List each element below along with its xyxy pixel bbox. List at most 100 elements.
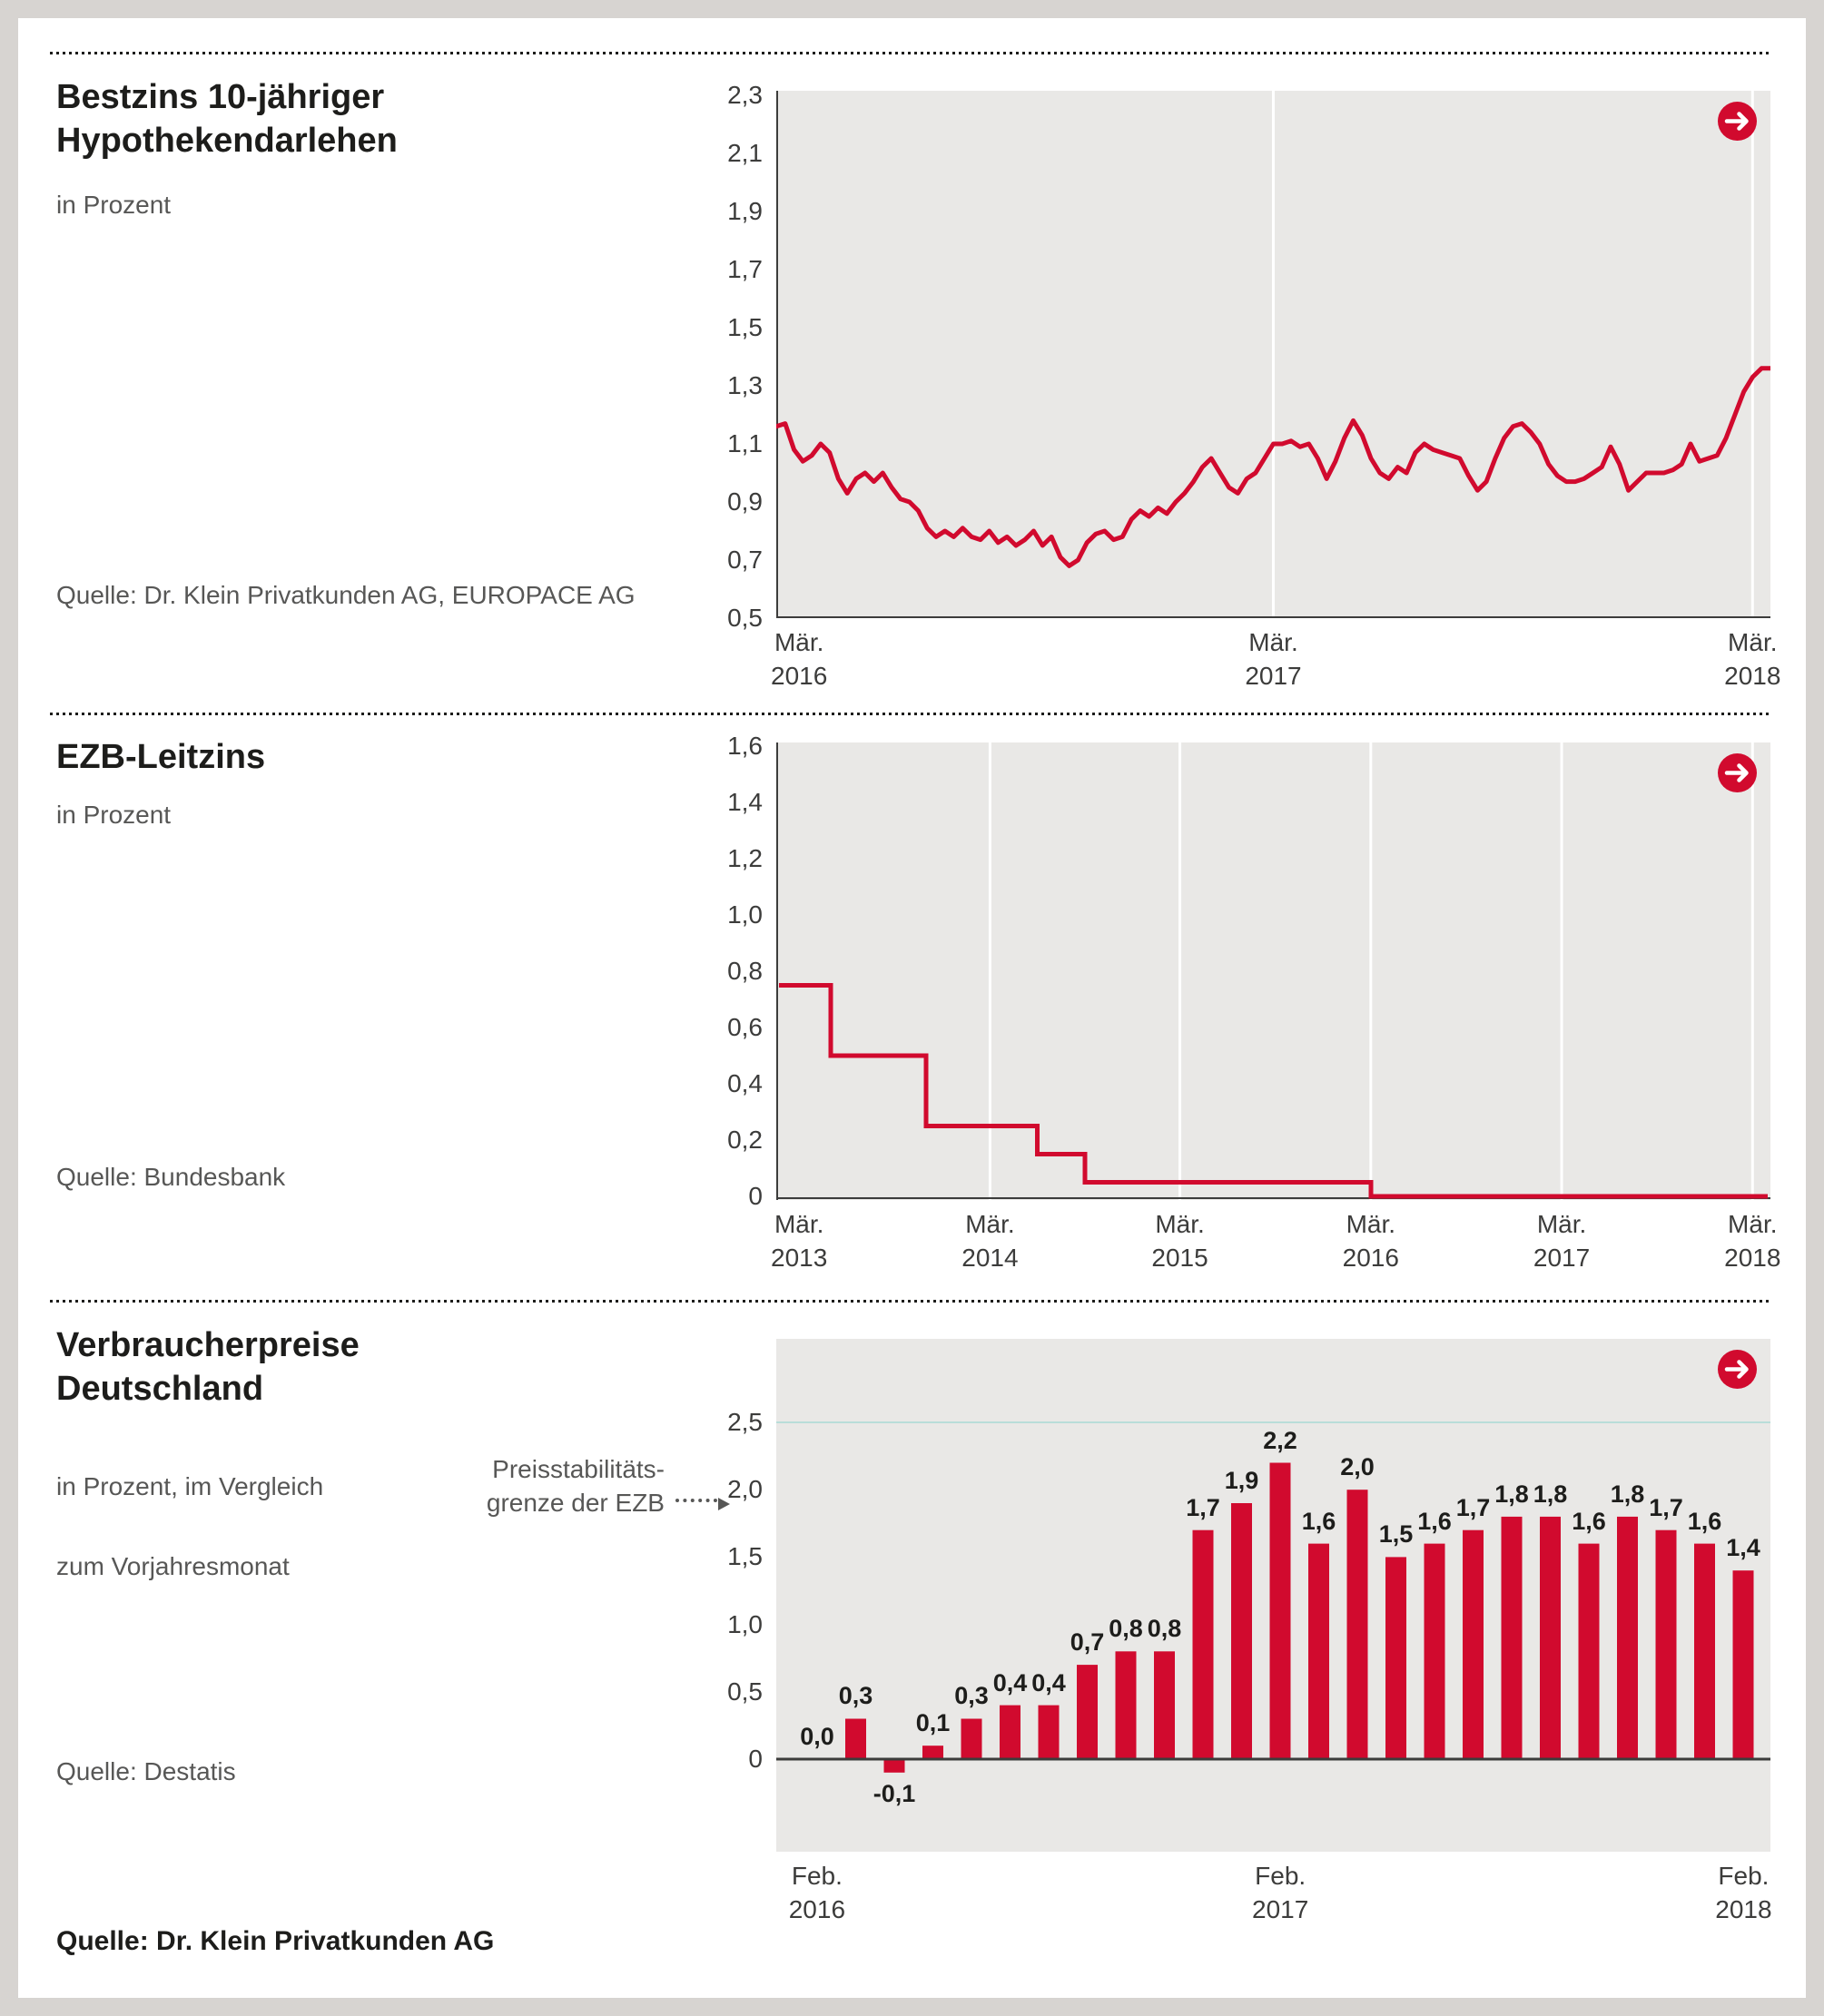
separator-dotted-line <box>50 713 1772 715</box>
bar-value-label: 1,6 <box>1417 1508 1452 1535</box>
inflation-bar <box>1000 1705 1020 1759</box>
x-axis-tick-label: Mär. 2014 <box>917 1207 1062 1274</box>
y-axis-tick-label: 1,0 <box>727 900 763 929</box>
x-axis-tick-text: Feb. <box>791 1862 843 1890</box>
y-axis-tick-label: 1,4 <box>727 788 763 816</box>
x-axis-tick-text: 2017 <box>1245 662 1302 690</box>
bar-value-label: 0,0 <box>800 1723 834 1750</box>
y-axis-tick-label: 1,2 <box>727 844 763 872</box>
bar-value-label: 1,8 <box>1494 1480 1529 1508</box>
chart3-source: Quelle: Destatis <box>56 1757 236 1785</box>
footer-source: Quelle: Dr. Klein Privatkunden AG <box>56 1926 495 1956</box>
inflation-bar <box>1732 1570 1754 1759</box>
inflation-bar <box>1463 1529 1484 1759</box>
arrow-right-icon <box>1718 102 1757 141</box>
y-axis-tick-label: 0,5 <box>727 604 763 632</box>
x-axis-tick-text: Feb. <box>1718 1862 1770 1890</box>
y-axis-tick-label: 1,9 <box>727 197 763 225</box>
separator-dotted-line <box>50 1300 1772 1303</box>
y-axis-tick-label: 1,5 <box>727 313 763 341</box>
inflation-bar <box>1385 1557 1406 1759</box>
bar-value-label: 0,8 <box>1147 1615 1182 1642</box>
inflation-bar <box>1346 1490 1368 1759</box>
x-axis-tick-label: Mär. 2015 <box>1108 1207 1253 1274</box>
y-axis-tick-label: 1,3 <box>727 371 763 399</box>
bar-value-label: 1,4 <box>1726 1534 1760 1561</box>
x-axis-tick-label: Mär. 2017 <box>1201 625 1346 693</box>
x-axis-tick-text: Mär. <box>1536 1210 1587 1238</box>
chart3-title-line2: Deutschland <box>56 1370 264 1408</box>
chart1-link-arrow-button[interactable] <box>1718 102 1757 141</box>
chart3-subtitle-line1: in Prozent, im Vergleich <box>56 1472 324 1500</box>
x-axis-tick-text: Mär. <box>774 628 824 656</box>
inflation-bar <box>1115 1651 1137 1759</box>
y-axis-tick-label: 0 <box>748 1745 763 1773</box>
x-axis-tick-text: Mär. <box>1155 1210 1205 1238</box>
x-axis-tick-text: 2018 <box>1715 1895 1772 1923</box>
x-axis-tick-label: Mär. 2018 <box>1680 625 1824 693</box>
y-axis-tick-label: 0,2 <box>727 1126 763 1154</box>
y-axis-tick-label: 0,5 <box>727 1677 763 1706</box>
chart3-canvas <box>776 1421 1770 1773</box>
chart1-title-line1: Bestzins 10-jähriger <box>56 78 385 116</box>
inflation-bar <box>1269 1462 1291 1759</box>
x-axis-tick-text: Mär. <box>1248 628 1298 656</box>
x-axis-tick-text: Mär. <box>774 1210 824 1238</box>
y-axis-tick-label: 0,4 <box>727 1069 763 1097</box>
inflation-bar <box>1154 1651 1175 1759</box>
inflation-bar <box>1501 1516 1523 1759</box>
bar-value-label: 0,7 <box>1070 1628 1105 1656</box>
x-axis-tick-label: Feb. 2017 <box>1208 1859 1353 1926</box>
bar-value-label: 1,8 <box>1533 1480 1568 1508</box>
x-axis-tick-text: 2015 <box>1151 1244 1208 1272</box>
y-axis-tick-label: 1,5 <box>727 1542 763 1571</box>
bar-value-label: 2,2 <box>1263 1427 1297 1454</box>
inflation-bar <box>1077 1665 1098 1759</box>
bar-value-label: 0,3 <box>954 1682 989 1709</box>
y-axis-tick-label: 2,0 <box>727 1475 763 1504</box>
annotation-arrow-icon <box>675 1498 730 1510</box>
chart2-source: Quelle: Bundesbank <box>56 1163 286 1191</box>
chart3-link-arrow-button[interactable] <box>1718 1350 1757 1389</box>
bar-value-label: 1,8 <box>1610 1480 1645 1508</box>
y-axis-tick-label: 2,5 <box>727 1408 763 1436</box>
x-axis-tick-label: Mär. 2016 <box>726 625 872 693</box>
x-axis-tick-text: 2018 <box>1724 662 1781 690</box>
annotation-line2: grenze der EZB <box>486 1489 665 1517</box>
x-axis-tick-label: Mär. 2018 <box>1680 1207 1824 1274</box>
bar-value-label: 1,5 <box>1378 1520 1414 1548</box>
inflation-bar <box>1694 1543 1715 1759</box>
y-axis-tick-label: 0,8 <box>727 957 763 985</box>
bar-value-label: 1,9 <box>1224 1467 1259 1494</box>
chart1-subtitle: in Prozent <box>56 191 172 219</box>
y-axis-tick-label: 1,6 <box>727 732 763 760</box>
x-axis-tick-text: 2017 <box>1252 1895 1309 1923</box>
inflation-bar <box>961 1718 982 1759</box>
inflation-bar <box>1617 1516 1638 1759</box>
inflation-bar <box>1308 1543 1329 1759</box>
inflation-bar <box>1655 1529 1677 1759</box>
x-axis-tick-label: Feb. 2016 <box>744 1859 890 1926</box>
inflation-bar <box>922 1746 943 1759</box>
bar-value-label: 0,4 <box>992 1669 1028 1696</box>
chart2-link-arrow-button[interactable] <box>1718 753 1757 792</box>
x-axis-tick-label: Feb. 2018 <box>1671 1859 1816 1926</box>
inflation-bar <box>883 1759 905 1773</box>
x-axis-tick-text: Feb. <box>1255 1862 1306 1890</box>
chart3-subtitle-line2: zum Vorjahresmonat <box>56 1552 290 1580</box>
annotation-line1: Preisstabilitäts- <box>492 1455 665 1483</box>
bar-value-label: 0,4 <box>1031 1669 1066 1696</box>
x-axis-tick-text: Mär. <box>965 1210 1015 1238</box>
x-axis-tick-text: 2014 <box>961 1244 1019 1272</box>
inflation-bar <box>1424 1543 1445 1759</box>
chart2-title: EZB-Leitzins <box>56 735 265 779</box>
inflation-bar <box>1192 1529 1214 1759</box>
chart2-plot-area <box>776 742 1770 1200</box>
x-axis-tick-text: 2016 <box>788 1895 846 1923</box>
chart3-subtitle: in Prozent, im Vergleich zum Vorjahresmo… <box>56 1427 323 1627</box>
bar-value-label: 1,7 <box>1186 1494 1220 1521</box>
chart1-source: Quelle: Dr. Klein Privatkunden AG, EUROP… <box>56 581 636 609</box>
chart1-title: Bestzins 10-jähriger Hypothekendarlehen <box>56 75 398 162</box>
y-axis-tick-label: 1,7 <box>727 255 763 283</box>
